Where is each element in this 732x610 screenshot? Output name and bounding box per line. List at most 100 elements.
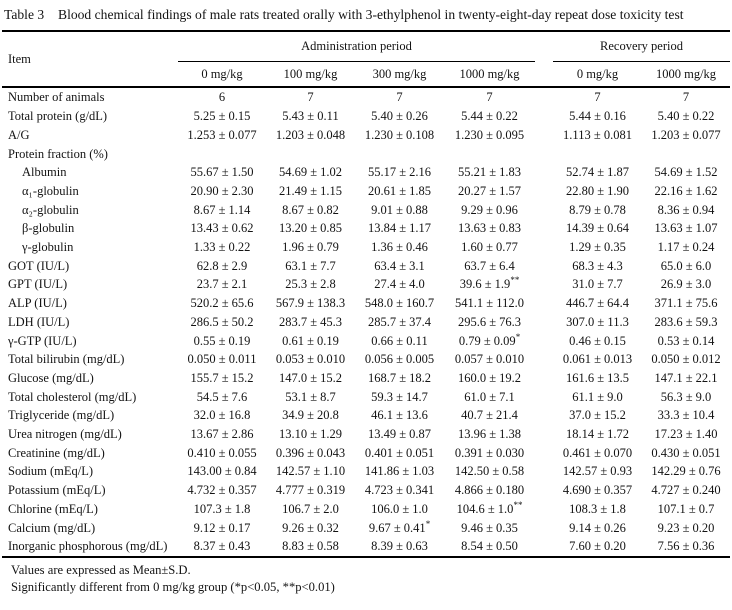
table-row: Protein fraction (%)	[2, 145, 730, 164]
cell-value: 142.57 ± 0.93	[562, 464, 633, 479]
column-gap	[535, 462, 553, 481]
cell-value: 63.1 ± 7.7	[285, 258, 336, 273]
dose-header-recovery-0: 0 mg/kg	[553, 61, 642, 89]
cell-value: 13.67 ± 2.86	[190, 427, 254, 442]
cell-value: 0.46 ± 0.15	[569, 333, 626, 348]
row-label: Calcium (mg/dL)	[8, 520, 96, 535]
cell-value: 0.057 ± 0.010	[454, 352, 525, 367]
cell-value: 104.6 ± 1.0**	[456, 499, 523, 516]
row-label: Chlorine (mEq/L)	[8, 501, 98, 516]
column-gap	[535, 444, 553, 463]
cell-value: 283.6 ± 59.3	[654, 314, 718, 329]
dose-header-recovery-1000: 1000 mg/kg	[642, 61, 731, 89]
cell-value: 155.7 ± 15.2	[190, 370, 254, 385]
cell-value: 147.1 ± 22.1	[654, 370, 718, 385]
table-row: Albumin 55.67 ± 1.50 54.69 ± 1.02 55.17 ± 2…	[2, 163, 730, 182]
row-label: Total bilirubin (mg/dL)	[8, 352, 125, 367]
cell-value: 27.4 ± 4.0	[374, 277, 425, 292]
group-header-administration: Administration period	[178, 31, 535, 62]
table-footnotes: Values are expressed as Mean±S.D. Signif…	[2, 562, 730, 595]
dose-header-row: 0 mg/kg 100 mg/kg 300 mg/kg 1000 mg/kg 0…	[2, 61, 731, 89]
cell-value: 141.86 ± 1.03	[364, 464, 435, 479]
cell-value: 9.26 ± 0.32	[282, 520, 339, 535]
cell-value: 1.96 ± 0.79	[282, 240, 339, 255]
cell-value: 8.36 ± 0.94	[657, 202, 715, 217]
footnote-mean-sd: Values are expressed as Mean±S.D.	[11, 562, 191, 577]
row-label: Albumin	[22, 165, 67, 180]
table-row: Creatinine (mg/dL) 0.410 ± 0.055 0.396 ± 0…	[2, 444, 730, 463]
cell-value: 13.63 ± 0.83	[457, 221, 522, 236]
cell-value: 286.5 ± 50.2	[190, 314, 254, 329]
cell-value: 5.44 ± 0.16	[569, 109, 626, 124]
cell-value: 7	[682, 90, 690, 105]
footnote-significance: Significantly different from 0 mg/kg gro…	[11, 579, 335, 594]
cell-value: 168.7 ± 18.2	[367, 370, 432, 385]
cell-value	[355, 145, 444, 164]
row-label: Total protein (g/dL)	[8, 109, 108, 124]
cell-value: 5.40 ± 0.26	[371, 109, 428, 124]
cell-value: 147.0 ± 15.2	[278, 370, 343, 385]
column-gap	[535, 406, 553, 425]
row-label: Potassium (mEq/L)	[8, 483, 106, 498]
cell-value: 0.461 ± 0.070	[562, 445, 633, 460]
cell-value: 8.79 ± 0.78	[569, 202, 626, 217]
cell-value	[266, 145, 355, 164]
cell-value: 0.79 ± 0.09*	[458, 331, 521, 348]
table-row: Urea nitrogen (mg/dL) 13.67 ± 2.86 13.10 ±…	[2, 425, 730, 444]
row-label: α₁-globulin	[22, 183, 79, 198]
cell-value: 23.7 ± 2.1	[196, 277, 248, 292]
cell-value: 37.0 ± 15.2	[569, 408, 626, 423]
cell-value: 160.0 ± 19.2	[457, 370, 522, 385]
dose-header-admin-0: 0 mg/kg	[178, 61, 266, 89]
column-gap	[535, 294, 553, 313]
column-gap	[535, 182, 553, 201]
cell-value: 8.83 ± 0.58	[266, 537, 355, 558]
cell-value: 7	[307, 90, 314, 105]
table-row: β-globulin 13.43 ± 0.62 13.20 ± 0.85 13.84 …	[2, 219, 730, 238]
cell-value: 106.0 ± 1.0	[371, 501, 428, 516]
cell-value: 13.84 ± 1.17	[367, 221, 432, 236]
cell-value: 63.7 ± 6.4	[464, 258, 515, 273]
cell-value: 8.67 ± 0.82	[282, 202, 339, 217]
cell-value: 161.6 ± 13.5	[565, 370, 630, 385]
cell-value: 25.3 ± 2.8	[285, 277, 336, 292]
cell-value: 7	[594, 90, 601, 105]
table-caption: Table 3 Blood chemical findings of male …	[4, 6, 730, 23]
row-label: Sodium (mEq/L)	[8, 464, 94, 479]
cell-value: 1.203 ± 0.048	[275, 127, 346, 142]
cell-value: 4.777 ± 0.319	[275, 483, 346, 498]
cell-value: 142.50 ± 0.58	[454, 464, 525, 479]
row-label: γ-GTP (IU/L)	[8, 333, 77, 348]
significance-marker: **	[510, 275, 520, 286]
paper-page: Table 3 Blood chemical findings of male …	[2, 6, 731, 595]
row-label: Urea nitrogen (mg/dL)	[8, 427, 122, 442]
column-gap	[535, 145, 553, 164]
cell-value: 9.14 ± 0.26	[569, 520, 626, 535]
row-label: Inorganic phosphorous (mg/dL)	[2, 537, 178, 558]
cell-value: 4.866 ± 0.180	[454, 483, 525, 498]
table-row: Triglyceride (mg/dL) 32.0 ± 16.8 34.9 ± 20…	[2, 406, 730, 425]
cell-value	[444, 145, 535, 164]
cell-value: 0.61 ± 0.19	[282, 333, 339, 348]
column-gap	[535, 275, 553, 294]
cell-value: 9.67 ± 0.41*	[368, 518, 431, 535]
cell-value: 1.113 ± 0.081	[563, 127, 632, 142]
cell-value: 0.410 ± 0.055	[187, 445, 257, 460]
cell-value: 108.3 ± 1.8	[569, 501, 626, 516]
table-row: Glucose (mg/dL) 155.7 ± 15.2 147.0 ± 15.2 1…	[2, 369, 730, 388]
table-row: ALP (IU/L) 520.2 ± 65.6 567.9 ± 138.3 548.0…	[2, 294, 730, 313]
cell-value: 0.391 ± 0.030	[454, 445, 525, 460]
column-gap	[535, 87, 553, 107]
table-row: α₁-globulin 20.90 ± 2.30 21.49 ± 1.15 20.61…	[2, 182, 730, 201]
table-row: γ-GTP (IU/L) 0.55 ± 0.19 0.61 ± 0.19 0.66 ±…	[2, 332, 730, 351]
column-gap	[535, 126, 553, 145]
cell-value: 1.33 ± 0.22	[193, 240, 251, 255]
cell-value: 13.43 ± 0.62	[190, 221, 254, 236]
cell-value: 0.401 ± 0.051	[364, 445, 435, 460]
table-row: Potassium (mEq/L) 4.732 ± 0.357 4.777 ± 0.…	[2, 481, 730, 500]
row-label: GPT (IU/L)	[8, 277, 68, 292]
cell-value: 4.723 ± 0.341	[364, 483, 435, 498]
cell-value: 307.0 ± 11.3	[566, 314, 629, 329]
table-row: Total cholesterol (mg/dL) 54.5 ± 7.6 53.1 …	[2, 388, 730, 407]
cell-value: 0.55 ± 0.19	[193, 333, 251, 348]
